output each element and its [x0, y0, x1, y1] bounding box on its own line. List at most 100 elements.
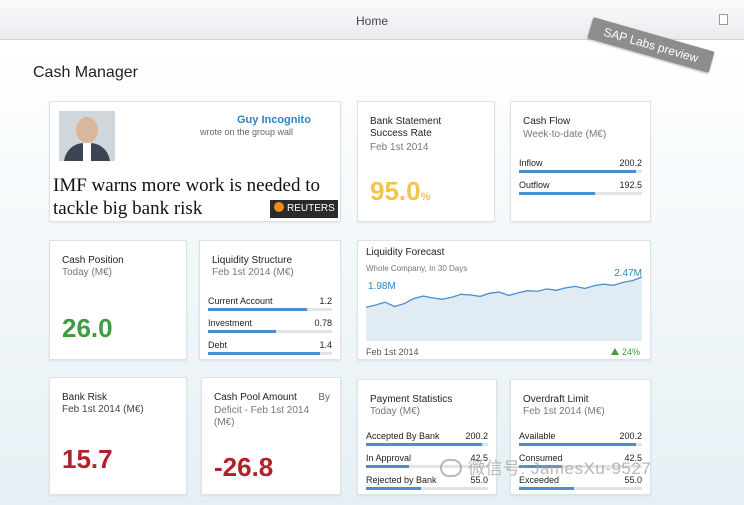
trend-up-icon: [610, 348, 619, 355]
cash-position-tile[interactable]: Cash Position Today (M€) 26.0: [49, 240, 187, 360]
forecast-chart: [365, 276, 643, 341]
bank-risk-title: Bank Risk: [62, 392, 108, 403]
overdraft-track: [519, 465, 642, 468]
bank-statement-date: Feb 1st 2014: [370, 142, 429, 153]
liquidity-track: [208, 352, 332, 355]
liquidity-track: [208, 308, 332, 311]
overdraft-track: [519, 487, 642, 490]
overdraft-label: Available: [519, 431, 556, 441]
watermark: 微信号: JamesXu-9527: [440, 454, 651, 479]
payment-row: Rejected by Bank 55.0: [366, 475, 488, 497]
cash-flow-track: [519, 170, 642, 173]
page-title: Cash Manager: [33, 64, 138, 81]
liquidity-structure-tile[interactable]: Liquidity Structure Feb 1st 2014 (M€) Cu…: [199, 240, 341, 360]
news-author[interactable]: Guy Incognito: [237, 114, 311, 126]
payment-track: [366, 465, 488, 468]
payment-row: In Approval 42.5: [366, 453, 488, 475]
avatar: [59, 111, 115, 161]
forecast-end-label: 2.47M: [614, 268, 642, 279]
bank-risk-subtitle: Feb 1st 2014 (M€): [62, 404, 144, 415]
bank-risk-tile[interactable]: Bank Risk Feb 1st 2014 (M€) 15.7: [49, 377, 187, 495]
news-action: wrote on the group wall: [200, 127, 294, 137]
liquidity-value: 1.2: [319, 296, 332, 306]
overdraft-limit-subtitle: Feb 1st 2014 (M€): [523, 406, 605, 417]
payment-label: In Approval: [366, 453, 412, 463]
overdraft-value: 55.0: [624, 475, 642, 485]
cash-pool-subtitle: Deficit - Feb 1st 2014 (M€): [214, 405, 310, 428]
overdraft-value: 42.5: [624, 453, 642, 463]
news-tile[interactable]: Guy Incognito wrote on the group wall IM…: [49, 101, 341, 222]
forecast-area: [366, 277, 642, 341]
overdraft-label: Exceeded: [519, 475, 560, 485]
bank-statement-value: 95.0%: [370, 176, 430, 207]
liquidity-forecast-title: Liquidity Forecast: [366, 247, 445, 258]
cash-flow-bar: [519, 192, 596, 195]
cash-position-subtitle: Today (M€): [62, 267, 113, 278]
cash-flow-bar: [519, 170, 636, 173]
overdraft-bar: [519, 443, 636, 446]
overdraft-limit-tile[interactable]: Overdraft Limit Feb 1st 2014 (M€) Availa…: [510, 379, 651, 495]
liquidity-row: Debt 1.4: [208, 340, 332, 362]
bank-risk-value: 15.7: [62, 444, 113, 474]
liquidity-label: Current Account: [208, 296, 273, 306]
liquidity-value: 0.78: [314, 318, 332, 328]
bank-statement-title: Bank Statement Success Rate: [370, 116, 442, 139]
liquidity-bar: [208, 330, 277, 333]
liquidity-row: Current Account 1.2: [208, 296, 332, 318]
cash-flow-value: 192.5: [619, 180, 642, 190]
forecast-trend: 24%: [610, 347, 640, 357]
overdraft-value: 200.2: [619, 431, 642, 441]
liquidity-label: Debt: [208, 340, 228, 350]
liquidity-forecast-tile[interactable]: Liquidity Forecast Whole Company, In 30 …: [357, 240, 651, 360]
cash-flow-row: Inflow 200.2: [519, 158, 642, 180]
news-headline[interactable]: IMF warns more work is needed to tackle …: [53, 175, 321, 219]
overdraft-bar: [519, 487, 575, 490]
news-source: REUTERS: [287, 203, 335, 214]
bank-statement-number: 95.0: [370, 176, 421, 206]
liquidity-structure-title: Liquidity Structure: [212, 255, 293, 266]
liquidity-row: Investment 0.78: [208, 318, 332, 340]
cash-flow-subtitle: Week-to-date (M€): [523, 129, 607, 140]
cash-pool-title: Cash Pool Amount: [214, 392, 297, 403]
payment-statistics-tile[interactable]: Payment Statistics Today (M€) Accepted B…: [357, 379, 497, 495]
payment-row: Accepted By Bank 200.2: [366, 431, 488, 453]
payment-value: 200.2: [465, 431, 488, 441]
cash-flow-tile[interactable]: Cash Flow Week-to-date (M€) Inflow 200.2…: [510, 101, 651, 222]
overdraft-row: Exceeded 55.0: [519, 475, 642, 497]
payment-label: Accepted By Bank: [366, 431, 440, 441]
liquidity-structure-subtitle: Feb 1st 2014 (M€): [212, 267, 294, 278]
window-corner-icon[interactable]: [719, 14, 728, 25]
payment-bar: [366, 443, 482, 446]
payment-value: 42.5: [470, 453, 488, 463]
cash-flow-title: Cash Flow: [523, 116, 571, 127]
forecast-date: Feb 1st 2014: [366, 347, 419, 357]
forecast-start-label: 1.98M: [368, 281, 396, 292]
watermark-text: 微信号: JamesXu-9527: [468, 459, 652, 478]
overdraft-label: Consumed: [519, 453, 563, 463]
payment-bar: [366, 487, 421, 490]
cash-flow-label: Outflow: [519, 180, 550, 190]
payment-bar: [366, 465, 409, 468]
liquidity-label: Investment: [208, 318, 253, 328]
payment-label: Rejected by Bank: [366, 475, 437, 485]
cash-position-value: 26.0: [62, 313, 113, 343]
overdraft-row: Consumed 42.5: [519, 453, 642, 475]
cash-pool-tile[interactable]: Cash Pool Amount By Deficit - Feb 1st 20…: [201, 377, 341, 495]
cash-flow-label: Inflow: [519, 158, 543, 168]
liquidity-value: 1.4: [319, 340, 332, 350]
liquidity-forecast-subtitle: Whole Company, In 30 Days: [366, 264, 468, 273]
overdraft-limit-title: Overdraft Limit: [523, 394, 589, 405]
cash-position-title: Cash Position: [62, 255, 124, 266]
bank-statement-unit: %: [420, 191, 431, 203]
liquidity-bar: [208, 352, 320, 355]
payment-track: [366, 443, 488, 446]
bank-statement-tile[interactable]: Bank Statement Success Rate Feb 1st 2014…: [357, 101, 495, 222]
cash-flow-row: Outflow 192.5: [519, 180, 642, 202]
payment-track: [366, 487, 488, 490]
cash-pool-value: -26.8: [214, 452, 274, 482]
top-bar: Home: [0, 0, 744, 40]
cash-pool-by: By: [318, 392, 330, 403]
forecast-line: [365, 276, 643, 308]
overdraft-row: Available 200.2: [519, 431, 642, 453]
wechat-icon: [440, 459, 462, 477]
